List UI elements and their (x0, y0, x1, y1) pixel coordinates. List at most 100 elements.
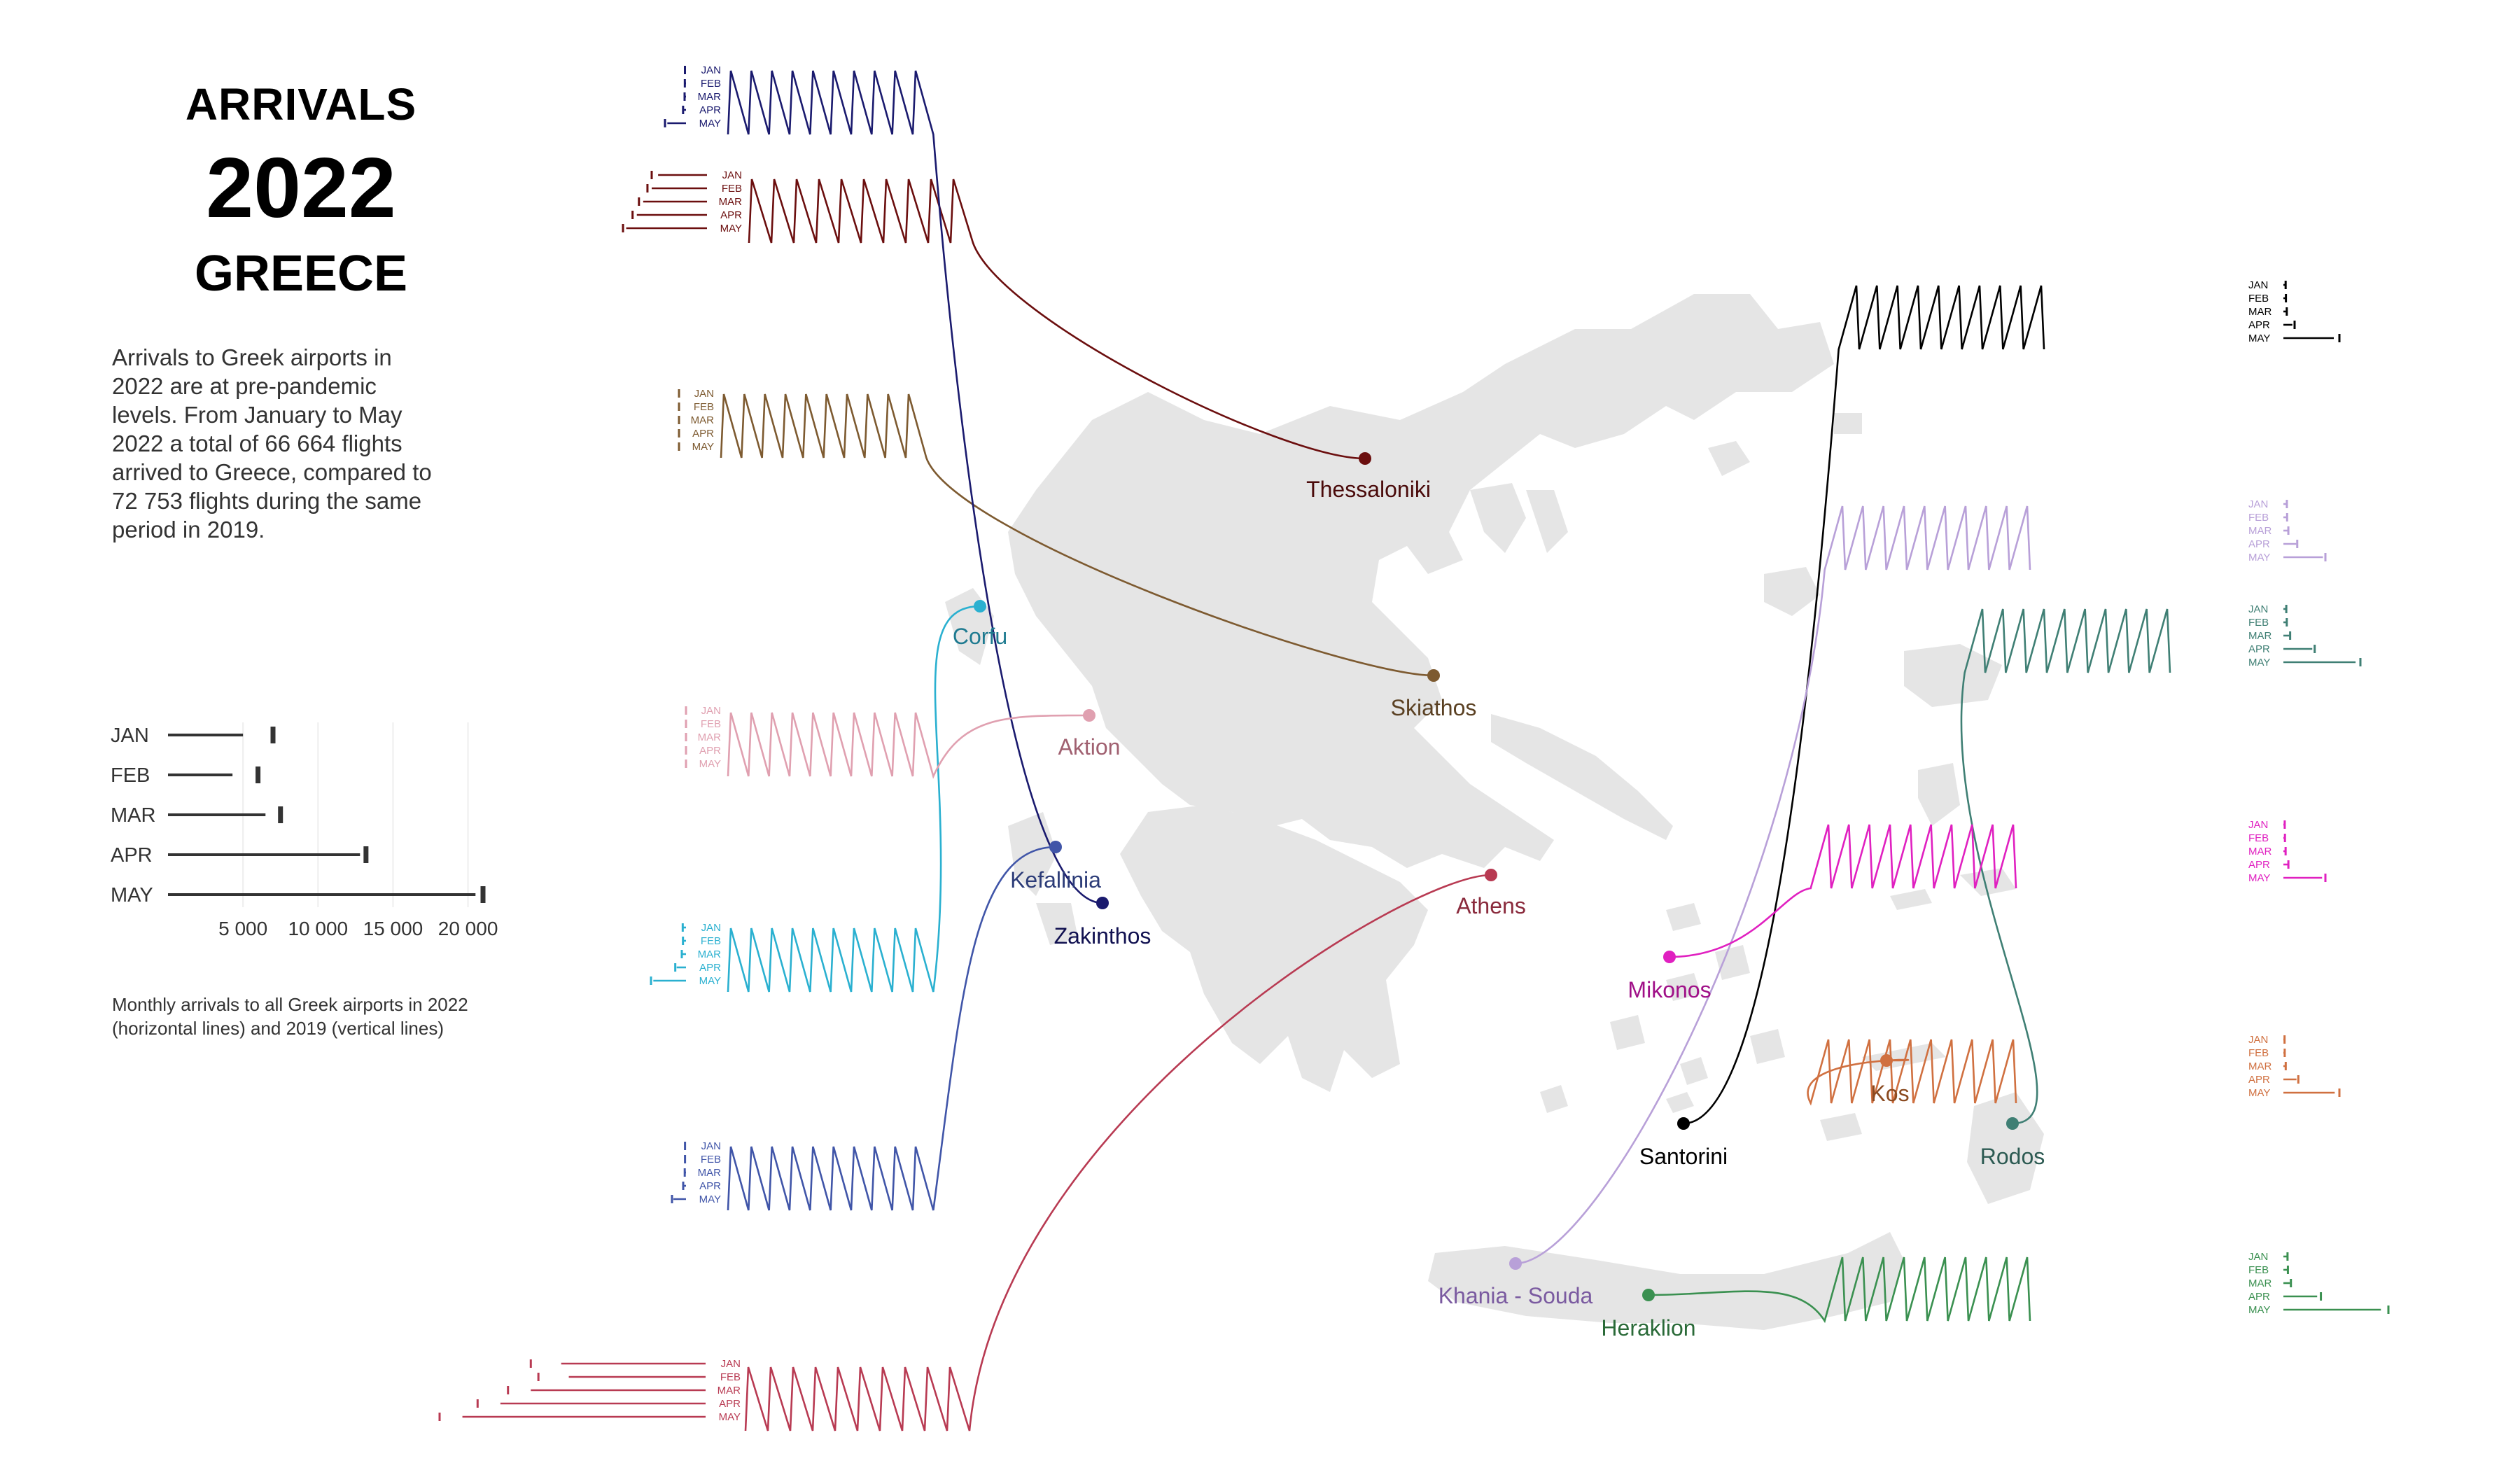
land-shape (1036, 903, 1078, 945)
month-label: MAR (2248, 1060, 2272, 1072)
airport-label: Thessaloniki (1306, 477, 1431, 502)
month-label: JAN (2248, 819, 2268, 831)
legend-xtick-label: 10 000 (288, 918, 348, 939)
airport-dot (1096, 897, 1109, 909)
month-label: FEB (2248, 1264, 2269, 1276)
month-label: MAY (692, 441, 714, 453)
month-label: MAR (2248, 630, 2272, 642)
route-line (1648, 1256, 2031, 1324)
month-label: APR (699, 745, 721, 757)
land-shape (1120, 805, 1428, 1092)
airport-label: Mikonos (1628, 977, 1711, 1002)
airport-dot (1427, 669, 1440, 682)
month-label: APR (699, 104, 721, 116)
airport-dot (1642, 1289, 1655, 1301)
month-label: APR (2248, 319, 2270, 331)
land-shape (1666, 1092, 1694, 1113)
legend-xtick-label: 5 000 (218, 918, 267, 939)
month-label: APR (692, 428, 714, 440)
land-shape (1904, 644, 2002, 707)
month-label: MAR (698, 732, 722, 743)
airport-label: Khania - Souda (1438, 1283, 1593, 1308)
land-shape (1666, 903, 1701, 931)
month-label: FEB (2248, 832, 2269, 844)
route-line (727, 70, 1103, 904)
airport-label: Santorini (1639, 1144, 1728, 1169)
title-year: 2022 (206, 140, 396, 235)
month-label: JAN (2248, 279, 2268, 291)
month-label: MAR (2248, 525, 2272, 537)
land-shape (1008, 294, 1834, 868)
airport-dot (1485, 869, 1497, 881)
month-label: MAR (719, 196, 743, 208)
route-line (1960, 608, 2171, 1125)
month-label: MAY (2248, 1087, 2270, 1099)
airport-dot (1663, 951, 1676, 963)
legend-category-label: MAR (111, 804, 155, 827)
route-line (727, 712, 1090, 779)
month-label: MAY (699, 758, 721, 770)
land-shape (1750, 1029, 1785, 1064)
route-line (744, 874, 1492, 1432)
land-shape (1540, 1085, 1568, 1113)
airport-label: Aktion (1058, 734, 1121, 760)
airport-label: Skiathos (1391, 695, 1477, 720)
month-label: FEB (694, 401, 714, 413)
month-label: APR (699, 1180, 721, 1192)
airport-label: Kos (1870, 1081, 1909, 1106)
land-shape (1470, 483, 1526, 553)
month-label: MAY (699, 118, 721, 130)
month-label: MAY (699, 1194, 721, 1205)
month-label: JAN (722, 169, 742, 181)
land-shape (1708, 441, 1750, 476)
airport-dot (1083, 709, 1096, 722)
month-label: MAY (719, 1411, 741, 1423)
title-arrivals: ARRIVALS (185, 79, 417, 130)
month-label: APR (2248, 859, 2270, 871)
month-label: MAY (2248, 872, 2270, 884)
month-label: JAN (701, 1140, 721, 1152)
intro-text: Arrivals to Greek airports in 2022 are a… (112, 344, 432, 542)
month-label: MAR (718, 1385, 741, 1396)
month-label: JAN (2248, 1034, 2268, 1046)
month-label: MAR (698, 1167, 722, 1179)
legend-category-label: MAY (111, 884, 153, 906)
month-label: FEB (701, 935, 721, 947)
month-label: FEB (2248, 293, 2269, 304)
month-label: FEB (701, 78, 721, 90)
month-label: MAY (2248, 1304, 2270, 1316)
route-line (1669, 824, 2017, 958)
route-line (727, 846, 1056, 1211)
airport-dot (1049, 841, 1062, 853)
land-shape (1680, 1057, 1708, 1085)
land-shape (1715, 945, 1750, 980)
month-label: FEB (720, 1371, 741, 1383)
route-line (1807, 1039, 2017, 1106)
airport-dot (1677, 1117, 1690, 1130)
month-label: JAN (2248, 498, 2268, 510)
legend-note: Monthly arrivals to all Greek airports i… (112, 994, 468, 1039)
legend-chart: 5 000 10 000 15 000 20 000 JAN FEB MAR APR MAY (111, 722, 498, 939)
month-label: MAY (2248, 657, 2270, 668)
legend-xtick-label: 15 000 (363, 918, 424, 939)
legend-category-label: FEB (111, 764, 150, 787)
airport-label: Corfu (953, 624, 1007, 649)
land-shape (1526, 490, 1568, 553)
land-shape (1820, 1113, 1862, 1141)
airport-dot (1359, 452, 1371, 465)
month-label: JAN (701, 64, 721, 76)
month-label: JAN (721, 1358, 741, 1370)
land-shape (1862, 1043, 1946, 1071)
month-label: APR (699, 962, 721, 974)
month-label: JAN (701, 705, 721, 717)
month-label: APR (719, 1398, 741, 1410)
